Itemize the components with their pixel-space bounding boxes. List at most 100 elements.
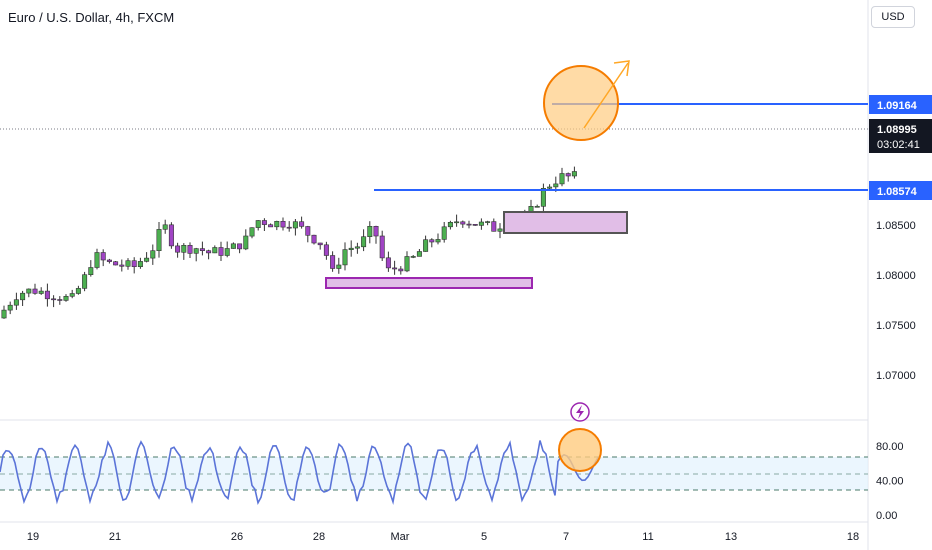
candle-body xyxy=(20,292,26,301)
candle-body xyxy=(292,221,298,229)
oscillator-tick-label: 0.00 xyxy=(876,510,897,522)
svg-text:03:02:41: 03:02:41 xyxy=(877,139,920,151)
demand-zone-upper[interactable] xyxy=(503,211,628,234)
candle-body xyxy=(361,236,367,248)
candle-body xyxy=(44,290,50,300)
candle-body xyxy=(255,220,261,228)
candle-body xyxy=(416,251,422,257)
oscillator-ticks: 80.00 40.00 0.00 xyxy=(876,441,904,522)
oscillator-tick-label: 40.00 xyxy=(876,476,904,488)
time-tick-label: 7 xyxy=(563,531,569,543)
price-tick-label: 1.07500 xyxy=(876,320,916,332)
candle-body xyxy=(274,221,280,228)
time-tick-label: 28 xyxy=(313,531,325,543)
candle-body xyxy=(336,264,342,269)
price-tick-label: 1.07000 xyxy=(876,370,916,382)
time-tick-label: 5 xyxy=(481,531,487,543)
candle-body xyxy=(261,220,267,225)
candle-body xyxy=(342,249,348,266)
candle-body xyxy=(485,221,491,223)
time-tick-label: 19 xyxy=(27,531,39,543)
candle-body xyxy=(7,304,13,311)
candle-body xyxy=(441,226,447,240)
candle-body xyxy=(224,248,230,256)
candle-body xyxy=(466,223,472,226)
candle-body xyxy=(106,259,112,262)
candle-body xyxy=(156,229,162,251)
svg-text:1.08574: 1.08574 xyxy=(877,186,918,198)
candle-body xyxy=(119,264,125,267)
candle-body xyxy=(32,288,38,294)
candle-body xyxy=(193,248,199,254)
candle-body xyxy=(540,188,546,207)
candle-body xyxy=(75,288,81,294)
candle-body xyxy=(268,224,274,228)
candle-body xyxy=(547,186,553,189)
projection-arrow[interactable] xyxy=(583,62,629,129)
candle-body xyxy=(162,224,168,230)
candle-body xyxy=(553,183,559,188)
candle-body xyxy=(379,235,385,259)
time-tick-label: 21 xyxy=(109,531,121,543)
candle-body xyxy=(299,221,305,227)
candle-body xyxy=(454,221,460,224)
candle-body xyxy=(330,255,336,269)
candle-body xyxy=(367,226,373,238)
candle-body xyxy=(199,248,205,252)
candle-body xyxy=(82,274,88,289)
candle-body xyxy=(565,173,571,177)
demand-zone-lower[interactable] xyxy=(325,277,533,289)
candle-body xyxy=(286,226,292,229)
candle-body xyxy=(125,260,131,267)
candle-body xyxy=(218,247,224,256)
highlight-circle[interactable] xyxy=(543,65,619,141)
candle-body xyxy=(423,239,429,252)
candle-body xyxy=(1,309,7,319)
candle-body xyxy=(113,261,119,266)
candle-body xyxy=(429,239,435,243)
candle-body xyxy=(305,226,311,236)
candle-body xyxy=(243,235,249,250)
oscillator-highlight-circle[interactable] xyxy=(558,428,602,472)
candle-body xyxy=(100,252,106,261)
candle-body xyxy=(63,295,69,301)
svg-text:1.09164: 1.09164 xyxy=(877,100,918,112)
currency-button[interactable]: USD xyxy=(871,6,915,28)
candle-body xyxy=(534,206,540,208)
candle-body xyxy=(317,242,323,246)
price-tick-label: 1.08500 xyxy=(876,220,916,232)
price-tick-label: 1.08000 xyxy=(876,270,916,282)
candle-body xyxy=(404,256,410,272)
candle-body xyxy=(88,267,94,275)
time-tick-label: 26 xyxy=(231,531,243,543)
candle-body xyxy=(392,267,398,270)
time-ticks: 19 21 26 28 Mar 5 7 11 13 18 xyxy=(27,531,859,543)
candle-body xyxy=(323,244,329,256)
candle-body xyxy=(373,226,379,237)
svg-text:1.08995: 1.08995 xyxy=(877,124,917,136)
time-tick-label: 13 xyxy=(725,531,737,543)
time-tick-label: 11 xyxy=(642,531,653,543)
resistance-price-label: 1.09164 xyxy=(869,95,932,114)
lightning-icon[interactable] xyxy=(570,402,590,422)
candle-body xyxy=(212,247,218,254)
candle-body xyxy=(311,234,317,244)
candles xyxy=(1,166,577,319)
oscillator-line xyxy=(0,439,601,506)
candle-body xyxy=(13,299,19,306)
arrow-head xyxy=(613,60,630,77)
candle-body xyxy=(168,224,174,247)
candle-body xyxy=(435,239,441,243)
candle-body xyxy=(181,245,187,253)
candle-body xyxy=(69,293,75,297)
candle-body xyxy=(398,268,404,272)
candle-body xyxy=(559,173,565,185)
candle-body xyxy=(187,245,193,254)
candle-body xyxy=(94,252,100,268)
candle-body xyxy=(26,288,32,294)
candle-body xyxy=(348,247,354,250)
candle-body xyxy=(354,246,360,249)
candle-body xyxy=(447,222,453,228)
